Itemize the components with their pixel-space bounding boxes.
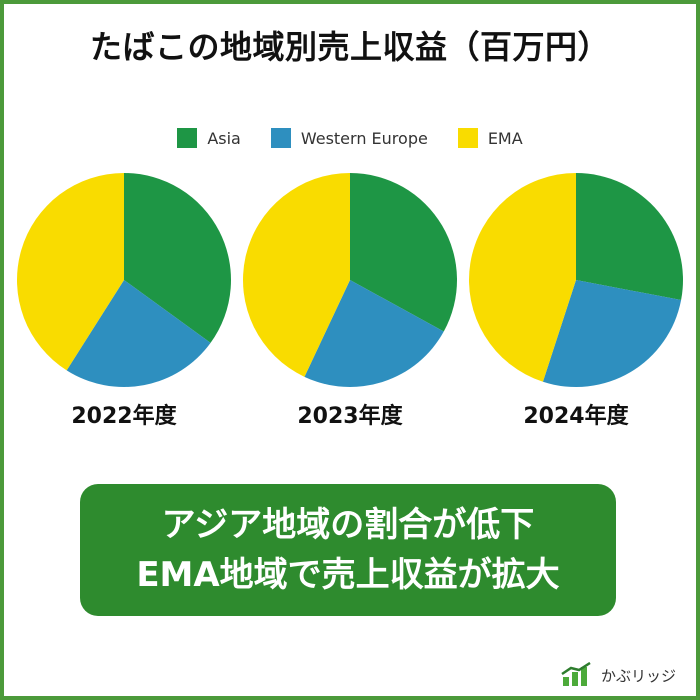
legend: Asia Western Europe EMA (0, 128, 700, 148)
pie-slice-western-europe-3 (542, 280, 682, 387)
page-title: たばこの地域別売上収益（百万円） (89, 28, 610, 66)
chart-bars-icon (561, 662, 591, 686)
legend-swatch-ema (457, 128, 478, 148)
pie-slice-ema-1 (17, 173, 124, 371)
year-label-2024: 2024年度 (523, 404, 629, 429)
pie-slice-ema-3 (468, 173, 576, 382)
pie-slice-western-europe-2 (304, 280, 444, 387)
legend-swatch-western-europe (270, 128, 291, 148)
year-label-2023: 2023年度 (297, 404, 403, 429)
pie-slice-asia-1 (124, 173, 231, 343)
pie-slice-asia-2 (350, 173, 458, 332)
brand-name: かぶリッジ (600, 666, 676, 685)
pie-slice-asia-3 (576, 173, 684, 301)
callout-line-2: EMA地域で売上収益が拡大 (136, 555, 560, 595)
legend-label-western-europe: Western Europe (300, 128, 428, 148)
legend-item-ema: EMA (457, 128, 523, 148)
legend-item-asia: Asia (177, 128, 241, 148)
pie-slice-western-europe-1 (66, 280, 211, 387)
callout-line-1: アジア地域の割合が低下 (161, 505, 535, 545)
brand-logo: かぶリッジ (561, 662, 676, 688)
legend-label-asia: Asia (207, 128, 241, 148)
legend-item-western-europe: Western Europe (270, 128, 428, 148)
pie-slice-ema-2 (242, 173, 350, 377)
year-label-2022: 2022年度 (71, 404, 177, 429)
legend-swatch-asia (177, 128, 198, 148)
legend-label-ema: EMA (487, 128, 523, 148)
summary-callout: アジア地域の割合が低下 EMA地域で売上収益が拡大 (80, 484, 616, 616)
